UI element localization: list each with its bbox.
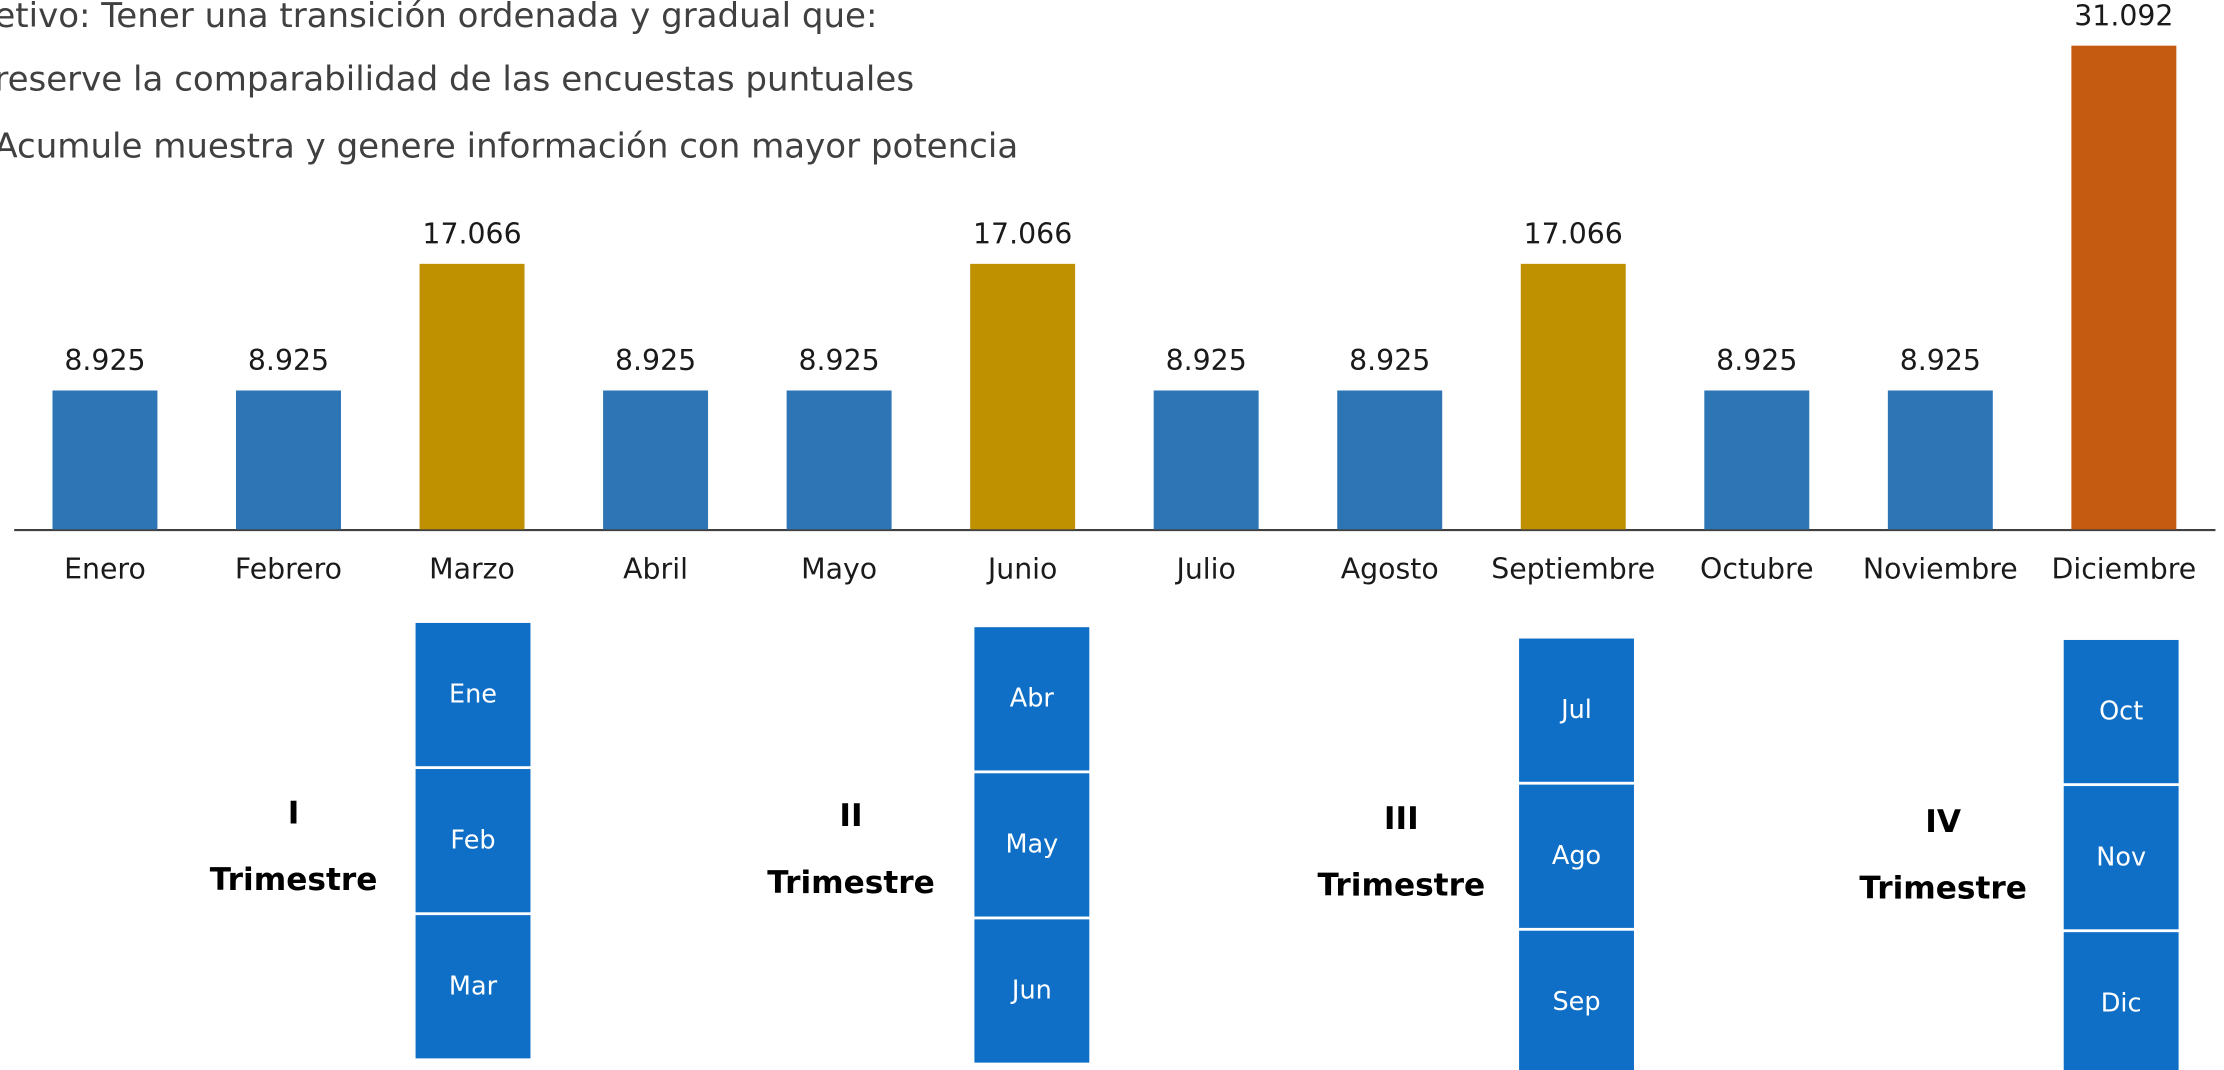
value-label: 17.066	[422, 217, 521, 250]
bar	[52, 390, 158, 530]
bar	[1520, 263, 1626, 530]
value-label: 31.092	[2074, 0, 2173, 32]
month-box	[2063, 639, 2179, 784]
x-tick-label: Marzo	[429, 552, 515, 585]
month-box	[974, 919, 1090, 1063]
bar	[1153, 390, 1259, 530]
month-label: Dic	[2101, 988, 2142, 1018]
quarter-numeral: II	[839, 798, 862, 834]
month-label: Oct	[2099, 696, 2143, 726]
x-tick-label: Diciembre	[2051, 552, 2196, 585]
value-label: 8.925	[248, 344, 329, 377]
bar	[1887, 390, 1993, 530]
value-label: 8.925	[799, 344, 880, 377]
x-tick-label: Julio	[1174, 552, 1235, 585]
quarter-label: Trimestre	[1859, 871, 2027, 907]
month-box	[974, 773, 1090, 917]
bar	[786, 390, 892, 530]
month-box	[2063, 932, 2179, 1070]
bar	[2071, 45, 2177, 530]
x-tick-label: Septiembre	[1491, 552, 1655, 585]
month-label: Abr	[1010, 684, 1055, 714]
x-tick-label: Mayo	[801, 552, 877, 585]
value-label: 8.925	[1166, 344, 1247, 377]
x-tick-label: Abril	[623, 552, 688, 585]
month-label: Ago	[1552, 841, 1601, 871]
quarter-label: Trimestre	[767, 865, 935, 901]
x-tick-label: Junio	[986, 552, 1058, 585]
month-label: Nov	[2096, 842, 2146, 872]
bar	[1337, 390, 1443, 530]
intro-line: reserve la comparabilidad de las encuest…	[0, 60, 914, 100]
x-tick-label: Octubre	[1700, 552, 1814, 585]
month-box	[415, 915, 531, 1059]
value-label: 8.925	[1900, 344, 1981, 377]
intro-line: Acumule muestra y genere información con…	[0, 126, 1018, 166]
month-label: Ene	[449, 679, 497, 709]
month-box	[415, 769, 531, 913]
value-label: 8.925	[64, 344, 145, 377]
value-label: 8.925	[1349, 344, 1430, 377]
quarter-label: Trimestre	[210, 862, 378, 898]
quarter-numeral: I	[288, 795, 300, 831]
month-label: Mar	[449, 971, 498, 1001]
month-box	[415, 622, 531, 767]
bar	[603, 390, 709, 530]
quarter-numeral: III	[1384, 801, 1419, 837]
x-tick-label: Febrero	[235, 552, 342, 585]
bar	[1704, 390, 1810, 530]
x-tick-label: Noviembre	[1863, 552, 2018, 585]
intro-line: etivo: Tener una transición ordenada y g…	[0, 0, 877, 36]
month-label: Feb	[450, 825, 495, 855]
bar	[419, 263, 525, 530]
month-box	[2063, 786, 2179, 930]
quarter-numeral: IV	[1925, 804, 1961, 840]
month-box	[974, 627, 1090, 771]
month-label: May	[1005, 830, 1058, 860]
bar	[236, 390, 341, 530]
month-box	[1519, 930, 1634, 1070]
bar	[970, 263, 1076, 530]
x-tick-label: Agosto	[1341, 552, 1439, 585]
value-label: 17.066	[1524, 217, 1623, 250]
month-label: Jun	[1010, 976, 1052, 1006]
month-box	[1519, 784, 1634, 928]
month-label: Sep	[1552, 987, 1600, 1017]
month-label: Jul	[1559, 695, 1592, 725]
x-tick-label: Enero	[64, 552, 146, 585]
value-label: 17.066	[973, 217, 1072, 250]
month-box	[1519, 638, 1634, 782]
quarter-label: Trimestre	[1318, 868, 1486, 904]
value-label: 8.925	[1716, 344, 1797, 377]
value-label: 8.925	[615, 344, 696, 377]
